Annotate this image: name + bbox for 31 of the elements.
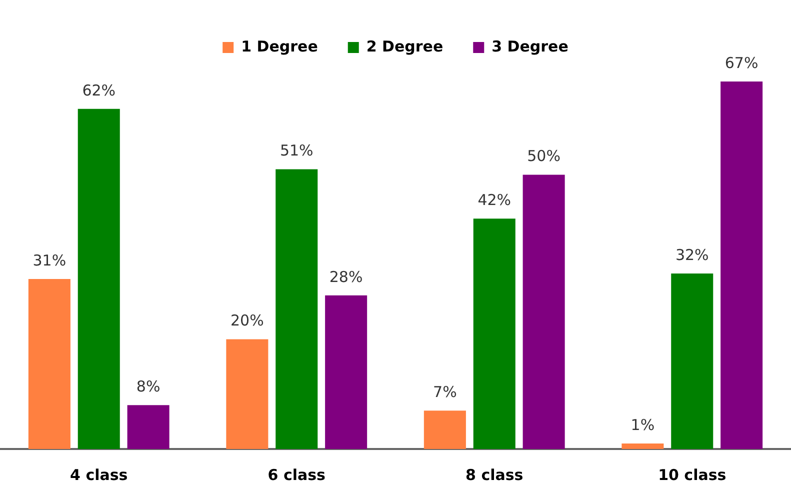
data-label: 50%	[527, 147, 560, 166]
data-label: 28%	[329, 268, 363, 286]
x-tick-label: 10 class	[658, 466, 726, 484]
bar	[522, 174, 565, 449]
data-label: 32%	[675, 246, 709, 264]
bar	[473, 218, 516, 449]
data-label: 7%	[433, 382, 457, 401]
x-tick-label: 6 class	[268, 466, 326, 484]
bar	[78, 108, 120, 449]
data-label: 62%	[82, 81, 116, 100]
bar	[28, 278, 70, 449]
bar	[325, 295, 368, 449]
data-label: 8%	[136, 378, 160, 396]
x-tick-label: 4 class	[70, 466, 128, 484]
bar	[127, 405, 170, 449]
data-label: 31%	[32, 251, 66, 270]
data-label: 67%	[724, 54, 758, 72]
legend-label: 2 Degree	[366, 37, 444, 56]
bar	[720, 81, 763, 449]
data-label: 51%	[280, 142, 314, 160]
bar	[622, 444, 664, 449]
data-label: 20%	[230, 312, 264, 330]
data-label: 42%	[478, 190, 512, 209]
bar	[424, 410, 466, 449]
bar	[671, 273, 714, 449]
data-label: 1%	[630, 416, 655, 434]
x-tick-label: 8 class	[466, 466, 524, 484]
legend-label: 1 Degree	[241, 37, 318, 56]
bar	[226, 339, 268, 449]
legend-label: 3 Degree	[492, 37, 568, 56]
bar	[276, 169, 318, 449]
